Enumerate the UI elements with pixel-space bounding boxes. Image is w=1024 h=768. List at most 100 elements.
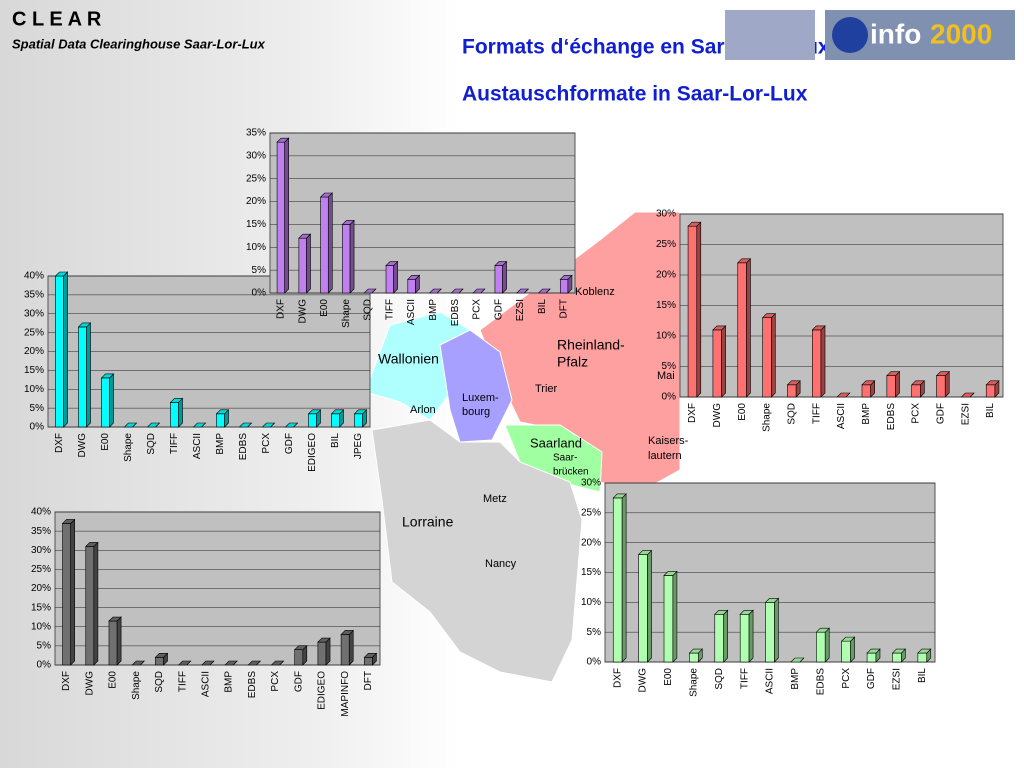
x-tick-label: SQD [786,403,797,425]
bar-top [764,598,780,603]
bar [331,413,340,428]
bar [101,377,110,428]
map-label: Koblenz [575,286,615,298]
bar-side [348,629,354,666]
bar-top [472,288,486,294]
x-tick-label: ASCII [765,668,776,694]
bar-top [761,313,777,319]
chart: 0% 5% 10% 15% 20% 25% 30% 35% DXF DWG E00 Shape SQD T… [246,128,576,328]
bar [216,413,225,428]
bar-top [54,271,69,277]
y-tick-label: 25% [31,564,51,575]
bar-top [739,609,754,615]
map-label: Rheinland- [557,337,625,353]
y-tick-label: 30% [31,545,51,556]
y-tick-label: 35% [31,526,51,537]
bar-side [502,260,507,294]
x-tick-label: BIL [537,299,548,314]
bar-top [276,137,290,143]
bar-side [86,322,91,428]
region-lux [439,329,513,443]
bar [762,317,772,398]
bar-top [786,380,801,386]
x-tick-label: ASCII [406,299,417,325]
bar [108,620,118,666]
y-tick-label: 30% [581,478,601,489]
bar-top [293,645,308,651]
bar [841,640,851,663]
x-tick-label: E00 [737,403,748,421]
x-tick-label: ASCII [836,403,847,429]
bar-top [960,392,975,398]
x-tick-label: BMP [215,433,226,455]
bar-top [61,519,76,524]
bar [712,329,722,398]
y-tick-label: 15% [581,567,601,578]
title-de: Austauschformate in Saar-Lor-Lux [462,83,808,106]
x-tick-label: MAPINFO [340,671,351,717]
bar-top [836,392,851,398]
brand: C L E A R [12,8,102,30]
bar-top [363,288,377,294]
bar-top [131,660,146,666]
bar-top [192,422,207,428]
x-tick-label: TIFF [177,671,188,692]
logo-text: info [870,18,921,49]
y-tick-label: 10% [31,621,51,632]
x-tick-label: EDBS [886,403,897,431]
bar-top [688,648,704,654]
x-tick-label: DXF [54,433,65,453]
bar [765,602,775,663]
bar [911,384,921,398]
y-tick-label: 40% [24,271,44,282]
map-label: Lorraine [402,514,454,530]
bar-side [820,325,826,398]
bar-top [737,258,752,264]
x-tick-label: EDBS [238,433,249,461]
bar-side [63,271,68,428]
y-tick-label: 10% [656,331,676,342]
bar [354,413,363,428]
bar-side [306,233,311,294]
bar [886,375,896,398]
bar-side [824,627,830,663]
y-tick-label: 5% [662,361,677,372]
x-tick-label: SQD [146,433,157,455]
bar [340,634,350,666]
bar [737,262,747,398]
bar-top [261,422,276,428]
y-tick-label: 20% [656,270,676,281]
map-label: Saar- [553,453,577,464]
plot-area [269,132,576,294]
bar-side [349,219,355,294]
bar [317,641,327,666]
bar-top [910,380,926,386]
x-tick-label: BMP [428,299,439,321]
bar-top [307,409,322,415]
bar-top [790,657,805,663]
map-label: Nancy [485,558,517,570]
x-tick-label: EDBS [247,671,258,699]
bar [739,613,750,663]
bar-top [284,422,299,428]
bar-top [428,288,442,294]
y-tick-label: 30% [246,150,266,161]
bar [364,657,373,666]
x-tick-label: ASCII [192,433,203,459]
map-label: brücken [553,467,589,478]
bar-top [840,636,856,642]
x-tick-label: PCX [472,299,483,320]
bar-top [637,550,653,555]
x-tick-label: EDBS [450,299,461,327]
y-tick-label: 10% [24,384,44,395]
bar-top [712,325,727,331]
x-tick-label: EZSI [515,299,526,321]
map-label: Saarland [530,435,582,450]
y-tick-label: 5% [587,627,602,638]
bar-top [353,409,368,415]
bar [936,375,946,398]
bar-top [215,409,230,415]
bar [298,237,307,294]
x-tick-label: DWG [77,433,88,458]
bar-top [154,653,169,658]
